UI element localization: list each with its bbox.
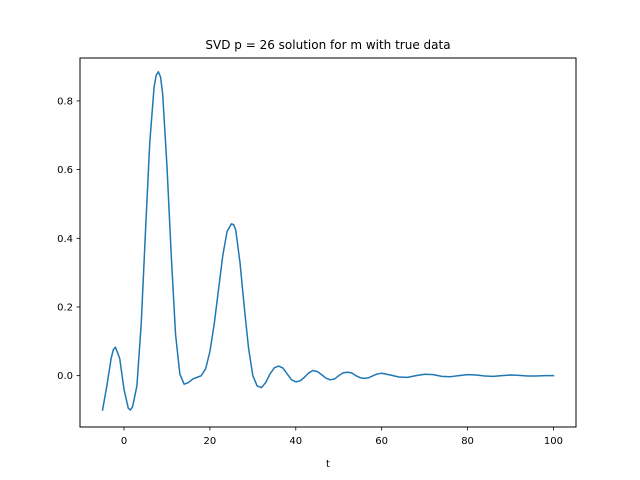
y-tick-label: 0.4: [57, 234, 73, 245]
x-tick-label: 0: [121, 436, 127, 447]
y-tick-label: 0.6: [57, 165, 73, 176]
y-tick-label: 0.8: [57, 96, 73, 107]
chart-title: SVD p = 26 solution for m with true data: [205, 38, 450, 52]
ticks-layer: 0 20 40 60 80 100 0.0 0.2 0.4 0.6 0.8: [57, 96, 563, 447]
series-line-0: [101, 70, 555, 411]
x-tick-label: 60: [375, 436, 388, 447]
x-tick-label: 80: [461, 436, 474, 447]
x-tick-label: 100: [544, 436, 563, 447]
plot-area-frame: [79, 57, 577, 428]
x-tick-label: 40: [289, 436, 302, 447]
x-tick-label: 20: [204, 436, 217, 447]
series-layer: [101, 70, 555, 411]
x-axis-label: t: [326, 459, 330, 470]
y-tick-label: 0.2: [57, 302, 73, 313]
y-tick-label: 0.0: [57, 371, 73, 382]
